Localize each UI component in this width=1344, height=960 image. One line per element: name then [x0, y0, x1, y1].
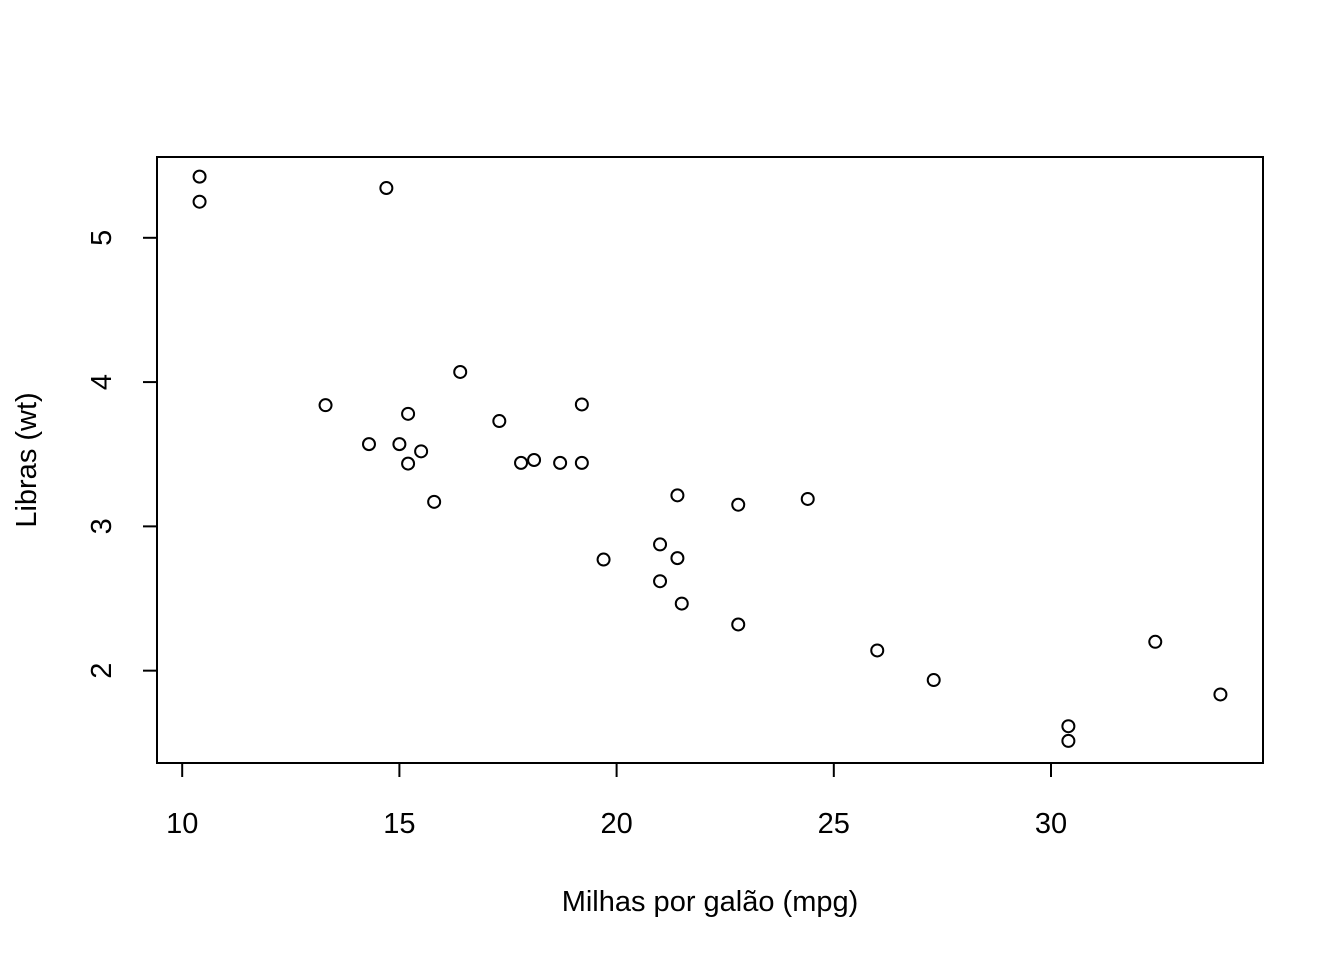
data-point: [401, 406, 416, 421]
y-tick-label: 5: [86, 230, 118, 246]
y-axis: 2 3 4 5: [86, 230, 158, 679]
data-point: [1148, 634, 1163, 649]
x-tick-label: 10: [166, 808, 198, 840]
data-point: [379, 181, 394, 196]
y-tick-label: 3: [86, 518, 118, 534]
data-point: [574, 397, 589, 412]
data-point: [527, 453, 542, 467]
data-point: [361, 437, 376, 452]
data-point: [670, 488, 685, 503]
x-tick-label: 15: [383, 808, 415, 840]
x-tick-label: 20: [600, 808, 632, 840]
plot-frame: [156, 156, 1264, 764]
x-tick-label: 30: [1035, 808, 1067, 840]
data-point: [1061, 733, 1076, 748]
data-point: [674, 596, 689, 611]
data-point: [731, 617, 746, 632]
data-point: [1213, 687, 1228, 702]
x-tick-label: 25: [818, 808, 850, 840]
data-point: [553, 455, 568, 470]
y-tick-label: 2: [86, 663, 118, 679]
data-point: [574, 455, 589, 470]
data-point: [514, 455, 529, 470]
data-point: [926, 673, 941, 688]
data-point: [192, 194, 207, 209]
data-point: [453, 364, 468, 379]
y-axis-label: Libras (wt): [11, 392, 43, 527]
data-point: [192, 169, 207, 184]
data-point: [870, 643, 885, 658]
y-tick-label: 4: [86, 374, 118, 390]
data-point: [392, 437, 407, 452]
data-point: [800, 491, 815, 506]
data-point: [318, 398, 333, 413]
data-points: [192, 169, 1228, 748]
x-axis-label: Milhas por galão (mpg): [562, 886, 859, 918]
data-point: [492, 414, 507, 429]
data-point: [414, 444, 429, 459]
data-point: [653, 537, 668, 552]
data-point: [1061, 719, 1076, 734]
data-point: [653, 574, 668, 589]
data-point: [596, 552, 611, 567]
data-point: [427, 494, 442, 509]
data-point: [670, 551, 685, 566]
x-axis: 10 15 20 25 30: [166, 762, 1067, 840]
data-point: [731, 497, 746, 512]
data-point: [401, 456, 416, 471]
